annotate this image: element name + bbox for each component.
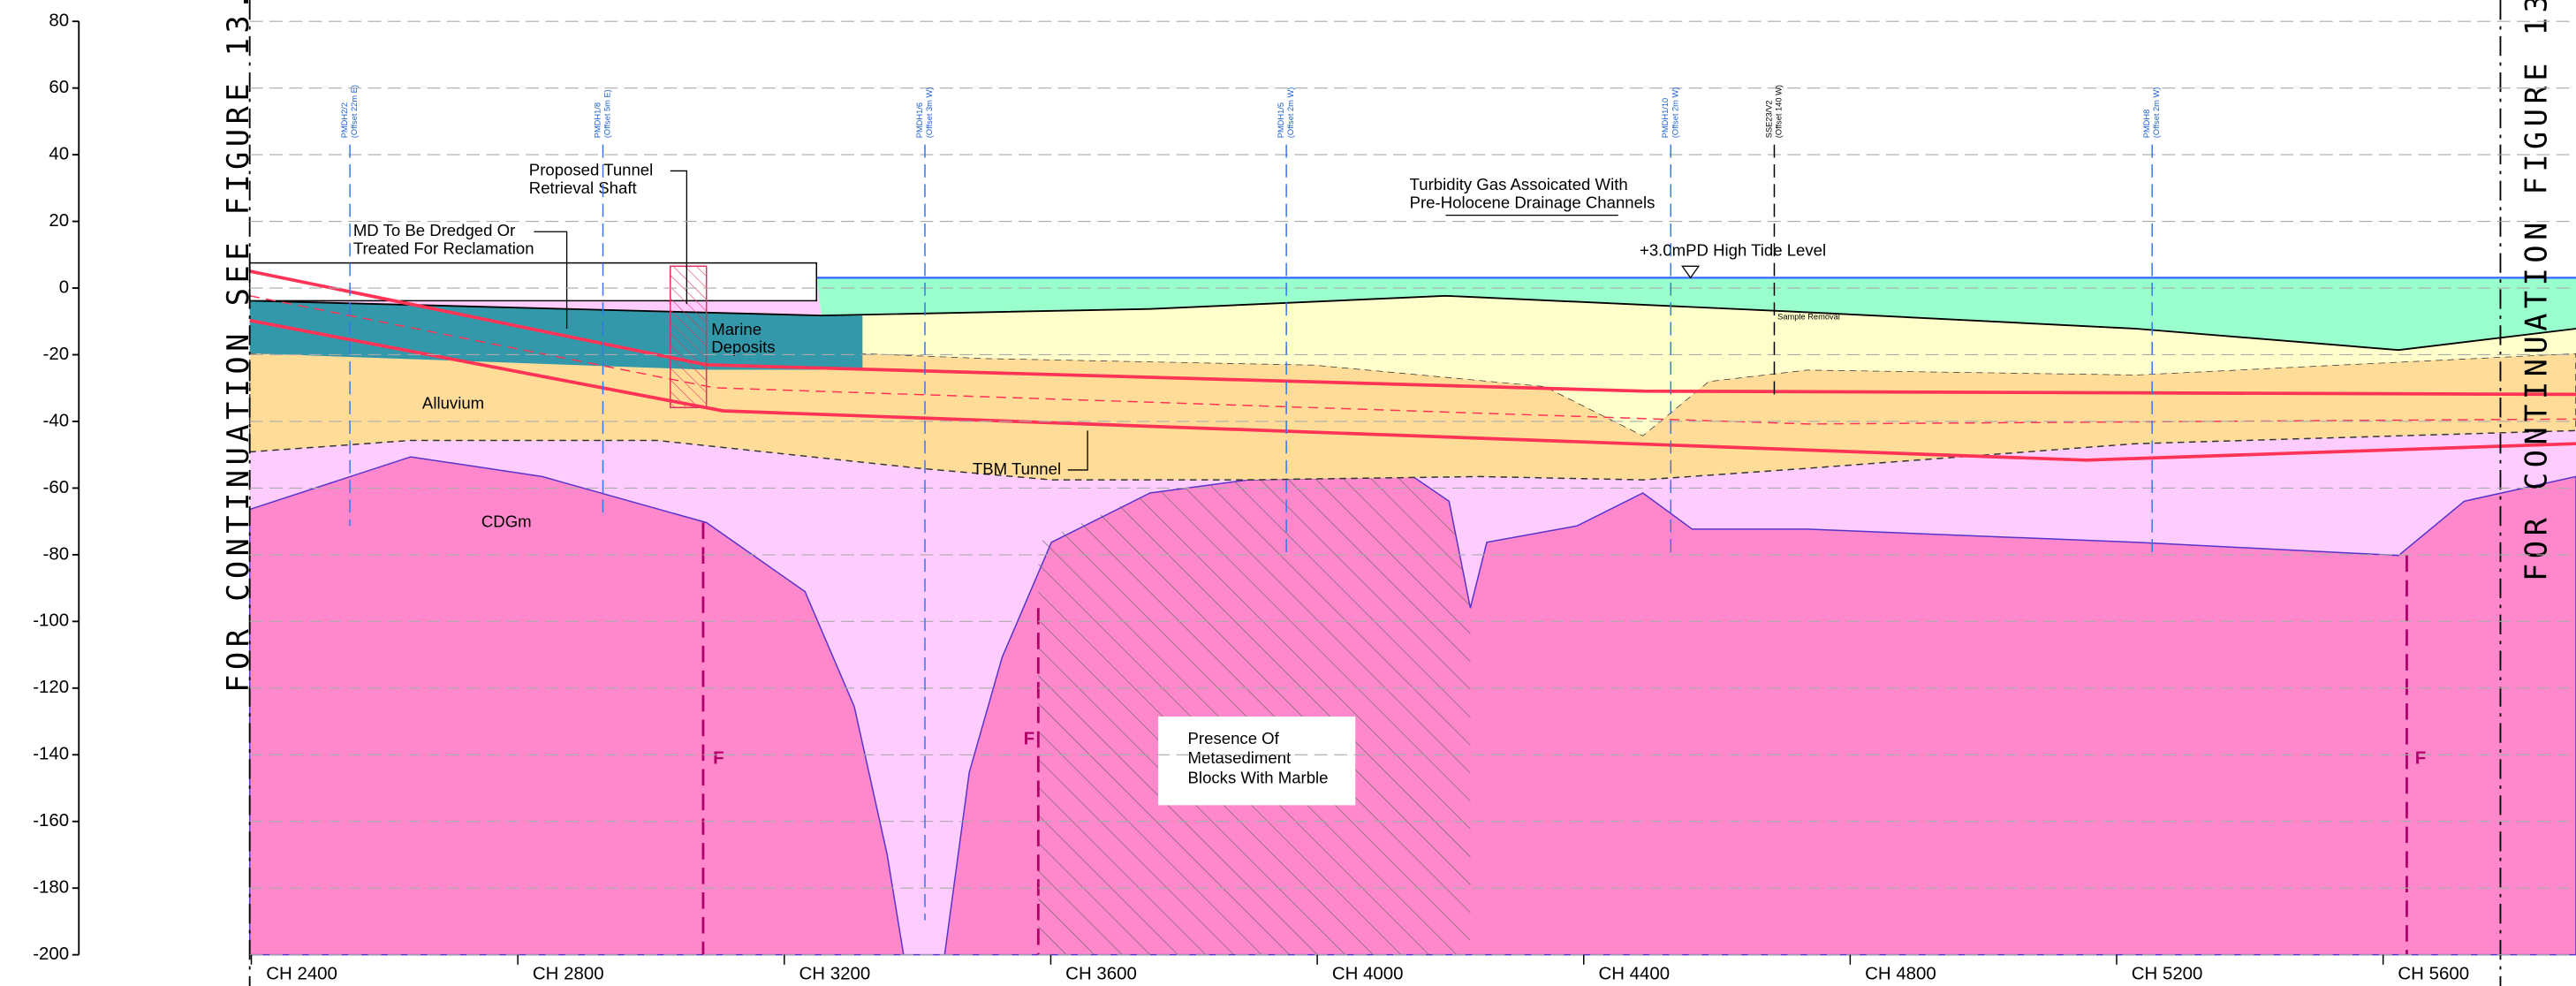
annotation: Pre-Holocene Drainage Channels [1410,193,1655,212]
borehole-offset: (Offset 2m W) [1671,87,1679,139]
annotation: +3.0mPD High Tide Level [1640,240,1826,259]
borehole-name: PMDH8 [2142,110,2151,139]
borehole-offset: (Offset 140 W) [1775,85,1784,138]
fault-label: F [1024,728,1034,748]
y-tick-label: 80 [49,11,69,31]
annotation: Deposits [711,338,775,356]
borehole-name: SSE23/V2 [1764,100,1773,138]
metasediment-block [1038,476,1470,954]
borehole-offset: (Offset 3m W) [925,87,934,139]
shaft [671,266,707,407]
reclamation [250,263,817,301]
y-tick-label: 60 [49,77,69,97]
annotation: Metasediment [1188,748,1292,767]
y-tick-label: -60 [43,477,70,497]
strata [250,263,2576,955]
y-tick-label: 20 [49,210,69,231]
cross-section: FOR CONTINUATION SEE FIGURE 13.5 FOR CON… [0,0,2576,986]
y-tick-label: 40 [49,144,69,164]
borehole-name: PMDH1/10 [1661,98,1670,138]
chainage-label: CH 2800 [533,963,604,983]
borehole-offset: (Offset 2m W) [2152,87,2161,139]
y-tick-label: -100 [33,611,69,631]
fault-label: F [2415,748,2426,769]
y-tick-label: -140 [33,744,69,764]
annotation: TBM Tunnel [973,459,1061,478]
y-tick-label: -40 [43,410,70,430]
annotation: Retrieval Shaft [529,178,638,197]
chainage-label: CH 4800 [1865,963,1936,983]
continuation-right: FOR CONTINUATION FIGURE 13.7 [2519,0,2554,581]
y-tick-label: -200 [33,944,69,964]
borehole-offset: (Offset 5m E) [603,89,612,138]
borehole-name: PMDH1/5 [1277,102,1285,138]
chainage-label: CH 2400 [266,963,337,983]
annotation: MD To Be Dredged Or [353,221,515,239]
annotation: Presence Of [1188,729,1280,747]
borehole-name: PMDH2/2 [340,102,349,138]
annotation: Turbidity Gas Assoicated With [1410,175,1628,193]
annotation: Alluvium [422,393,484,412]
annotation: CDGm [481,512,532,530]
y-tick-label: -180 [33,877,69,898]
borehole-offset: (Offset 2m W) [1286,87,1295,139]
chainage-label: CH 5200 [2132,963,2203,983]
annotation: Sample Removal [1777,312,1840,321]
y-tick-label: -120 [33,677,69,697]
continuation-left: FOR CONTINUATION SEE FIGURE 13.5 [221,0,255,693]
chainage-label: CH 4400 [1598,963,1670,983]
chainage-label: CH 3200 [799,963,871,983]
y-tick-label: -80 [43,543,70,564]
annotation: Marine [711,320,761,338]
y-tick-label: -160 [33,810,69,831]
borehole-name: PMDH1/6 [915,102,924,138]
fault-label: F [713,748,724,769]
chainage-label: CH 4000 [1332,963,1404,983]
annotation: Treated For Reclamation [353,239,534,258]
y-tick-label: -20 [43,344,70,364]
tide-marker [1682,266,1699,277]
chainage-label: CH 3600 [1065,963,1137,983]
borehole-name: PMDH1/8 [593,102,602,138]
annotation: Proposed Tunnel [529,160,653,178]
chainage-label: CH 5600 [2398,963,2469,983]
annotation: Blocks With Marble [1188,769,1329,787]
borehole-offset: (Offset 22m E) [350,85,359,138]
y-tick-label: 0 [59,277,69,297]
